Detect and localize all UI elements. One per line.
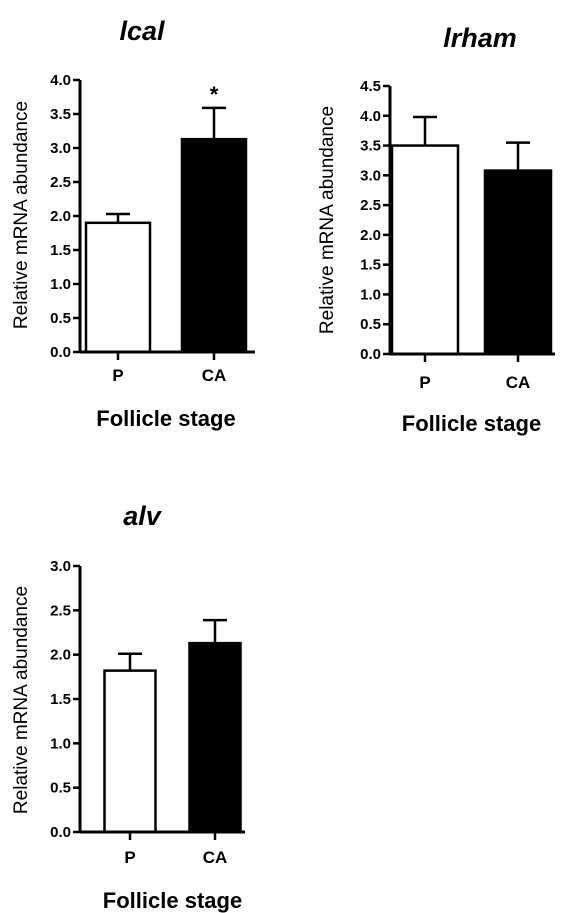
x-axis-label: Follicle stage xyxy=(402,411,541,436)
y-tick-label: 2.5 xyxy=(50,174,71,191)
y-tick-label: 2.5 xyxy=(50,602,71,619)
significance-marker: * xyxy=(210,82,219,107)
x-tick-label: CA xyxy=(203,848,228,867)
y-tick-label: 0.0 xyxy=(50,344,71,361)
y-tick-label: 4.0 xyxy=(360,108,381,125)
y-tick-label: 2.0 xyxy=(50,208,71,225)
y-tick-label: 1.0 xyxy=(50,276,71,293)
y-tick-label: 4.5 xyxy=(360,78,381,95)
y-tick-label: 3.0 xyxy=(50,558,71,575)
y-tick-label: 2.0 xyxy=(50,647,71,664)
y-tick-label: 0.5 xyxy=(50,310,71,327)
bar-CA xyxy=(483,169,553,356)
y-axis-label: Relative mRNA abundance xyxy=(11,101,32,329)
y-tick-label: 2.0 xyxy=(360,227,381,244)
y-tick-label: 3.5 xyxy=(50,106,71,123)
chart-title: lrham xyxy=(443,23,517,53)
bar-P xyxy=(103,669,157,834)
y-tick-label: 4.0 xyxy=(50,72,71,89)
x-tick-label: P xyxy=(419,373,430,392)
y-tick-label: 1.0 xyxy=(50,735,71,752)
y-tick-label: 3.5 xyxy=(360,138,381,155)
y-tick-label: 0.5 xyxy=(50,780,71,797)
chart-title: alv xyxy=(123,501,163,531)
x-tick-label: P xyxy=(112,366,123,385)
chart-title: lcal xyxy=(119,16,165,46)
y-tick-label: 2.5 xyxy=(360,197,381,214)
x-axis-label: Follicle stage xyxy=(96,406,235,431)
y-tick-label: 1.5 xyxy=(360,257,381,274)
bar-CA xyxy=(188,641,242,834)
y-axis-label: Relative mRNA abundance xyxy=(317,106,338,334)
x-tick-label: CA xyxy=(506,373,531,392)
y-tick-label: 0.5 xyxy=(360,316,381,333)
x-tick-label: P xyxy=(124,848,135,867)
x-axis-label: Follicle stage xyxy=(103,888,242,913)
y-tick-label: 0.0 xyxy=(50,824,71,841)
y-tick-label: 1.5 xyxy=(50,242,71,259)
y-axis-label: Relative mRNA abundance xyxy=(11,586,32,814)
y-tick-label: 3.0 xyxy=(360,167,381,184)
y-tick-label: 1.5 xyxy=(50,691,71,708)
y-tick-label: 3.0 xyxy=(50,140,71,157)
bar-CA xyxy=(180,137,248,354)
chart-panel-lcal: lcal Relative mRNA abundance P * CA 0.0 0.5 1.0… xyxy=(11,16,255,431)
y-tick-label: 1.0 xyxy=(360,286,381,303)
bar-P xyxy=(390,144,460,356)
bar-P xyxy=(84,221,152,354)
x-tick-label: CA xyxy=(202,366,227,385)
y-tick-label: 0.0 xyxy=(360,346,381,363)
chart-panel-alv: alv Relative mRNA abundance P CA 0.0 0.5 1.0 1.… xyxy=(11,501,245,913)
chart-panel-lrham: lrham Relative mRNA abundance P CA 0.0 0.5 1.0… xyxy=(317,23,555,436)
